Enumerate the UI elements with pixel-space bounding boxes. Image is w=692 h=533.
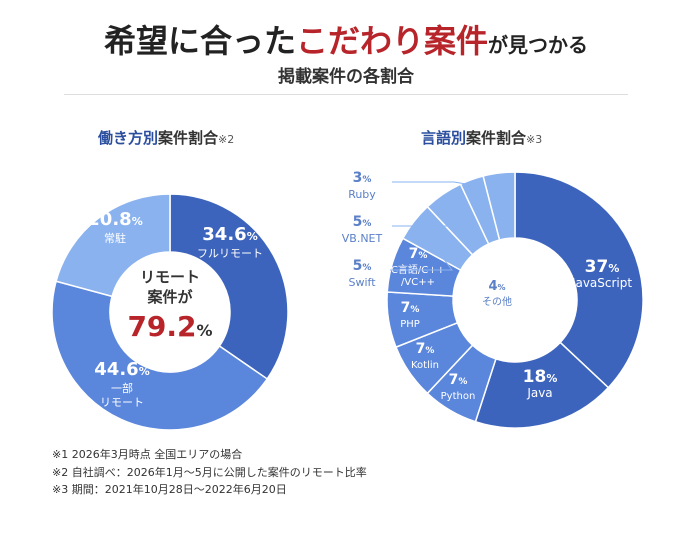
slice-value-0: 34.6% <box>202 224 257 245</box>
lang-label-5-1: /VC++ <box>401 277 435 288</box>
lang-label-9: その他 <box>482 295 512 308</box>
lang-label-4: PHP <box>400 319 420 330</box>
lang-label-7: VB.NET <box>342 232 383 245</box>
slice-label-0: フルリモート <box>197 247 263 260</box>
lang-label-0: JavaScript <box>571 276 632 290</box>
work-style-title-main: 働き方別 <box>98 129 159 147</box>
work-style-chart-title: 働き方別案件割合※2 <box>98 127 234 148</box>
lang-slice-1 <box>474 341 610 429</box>
slice-0 <box>169 193 289 380</box>
footnotes: ※1 2026年3月時点 全国エリアの場合 ※2 自社調べ：2026年1月〜5月… <box>52 446 367 499</box>
headline-highlight: こだわり案件 <box>296 22 489 60</box>
lang-value-3: 7% <box>416 341 435 357</box>
work-style-title-rest: 案件割合 <box>158 129 219 147</box>
slice-label-1-0: 一部 <box>111 381 133 395</box>
work-style-pie-chart: 34.6%フルリモート44.6%一部リモート20.8%常駐リモート案件が79.2… <box>51 193 289 431</box>
language-title-note: ※3 <box>526 133 543 146</box>
lang-callout-line-7 <box>392 198 455 227</box>
lang-center-hole <box>454 239 576 361</box>
slice-2 <box>55 193 171 298</box>
lang-slice-0 <box>514 171 644 389</box>
subtitle: 掲載案件の各割合 <box>278 67 414 87</box>
language-title-main: 言語別 <box>421 129 467 147</box>
lang-slice-9 <box>482 171 516 241</box>
lang-label-1: Java <box>526 386 552 400</box>
center-label-line2: 案件が <box>146 288 193 306</box>
slice-1 <box>51 280 269 431</box>
lang-value-2: 7% <box>449 372 468 388</box>
lang-value-5: 7% <box>409 246 428 262</box>
slice-value-2: 20.8% <box>87 209 142 230</box>
footnote-2: ※2 自社調べ：2026年1月〜5月に公開した案件のリモート比率 <box>52 465 367 479</box>
lang-label-8: Ruby <box>348 188 376 201</box>
lang-value-1: 18% <box>523 367 558 387</box>
headline: 希望に合ったこだわり案件が見つかる <box>0 16 692 62</box>
lang-value-4: 7% <box>401 300 420 316</box>
slice-label-2: 常駐 <box>104 231 126 245</box>
headline-part3: が見つかる <box>488 33 589 57</box>
lang-value-7: 5% <box>353 214 372 230</box>
lang-value-0: 37% <box>585 257 620 277</box>
center-hole <box>111 253 229 371</box>
lang-callout-line-8 <box>392 181 474 186</box>
slice-value-1: 44.6% <box>94 359 149 380</box>
language-chart-title: 言語別案件割合※3 <box>421 127 542 148</box>
divider <box>64 94 628 95</box>
lang-label-3: Kotlin <box>411 360 439 371</box>
lang-value-8: 3% <box>353 170 372 186</box>
headline-part1: 希望に合った <box>103 22 296 60</box>
language-title-rest: 案件割合 <box>466 129 527 147</box>
lang-callout-line-6 <box>390 224 453 271</box>
lang-value-9: 4% <box>488 279 505 294</box>
slice-label-1-1: リモート <box>100 396 144 409</box>
footnote-1: ※1 2026年3月時点 全国エリアの場合 <box>52 448 243 461</box>
center-value: 79.2% <box>127 310 212 343</box>
lang-label-2: Python <box>441 391 476 402</box>
lang-value-6: 5% <box>353 258 372 274</box>
work-style-title-note: ※2 <box>218 133 235 146</box>
lang-label-6: Swift <box>348 276 376 289</box>
footnote-3: ※3 期間：2021年10月28日〜2022年6月20日 <box>52 483 287 496</box>
center-label-line1: リモート <box>140 268 200 286</box>
language-pie-chart: 37%JavaScript 18%Java 7% Python 7% Kotlin 7% PH… <box>342 170 644 429</box>
